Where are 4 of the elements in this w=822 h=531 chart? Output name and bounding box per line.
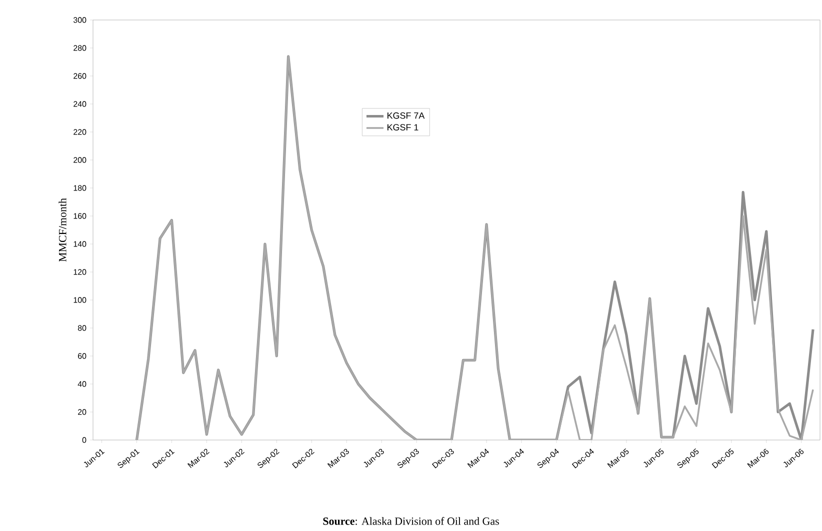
text: Source: Alaska Division of Oil and Gas — [323, 517, 499, 525]
legend-label: KGSF 7A — [388, 112, 425, 119]
legend-label: KGSF 1 — [388, 124, 418, 130]
y-axis-title: MMCF/month — [58, 198, 66, 262]
